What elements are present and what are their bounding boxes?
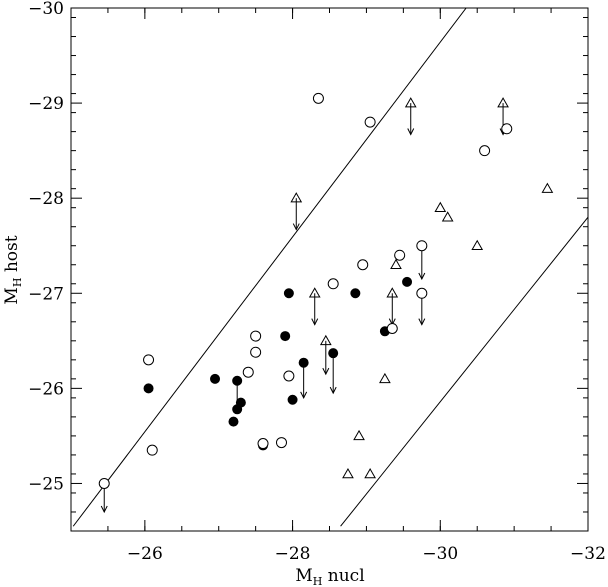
open-triangle-point bbox=[386, 287, 399, 298]
x-axis-title: MH nucl bbox=[295, 566, 364, 587]
open-circle-point bbox=[386, 322, 398, 334]
open-circle-point bbox=[479, 145, 491, 157]
y-tick-label: −30 bbox=[28, 0, 64, 19]
open-circle-point bbox=[357, 259, 369, 271]
filled-circle-point bbox=[350, 288, 361, 299]
y-tick-label: −28 bbox=[28, 189, 64, 209]
open-triangle-point bbox=[342, 467, 354, 479]
filled-circle-point bbox=[232, 404, 243, 415]
open-triangle-point bbox=[319, 334, 332, 346]
upper-limit-arrows bbox=[100, 103, 507, 514]
open-triangle-point bbox=[497, 97, 509, 108]
upper-limit-arrow bbox=[418, 245, 426, 281]
reference-line-2 bbox=[340, 216, 588, 527]
upper-limit-arrow bbox=[329, 353, 337, 395]
open-triangle-point bbox=[541, 182, 554, 193]
filled-circle-point bbox=[298, 357, 309, 368]
y-tick-label: −26 bbox=[28, 379, 64, 399]
open-circle-point bbox=[250, 346, 262, 358]
open-circle-point bbox=[416, 240, 428, 252]
filled-circle-point bbox=[232, 375, 243, 386]
open-circle-point bbox=[98, 477, 110, 489]
open-circle-point bbox=[327, 278, 339, 290]
arrow-head bbox=[407, 128, 415, 136]
open-circle-point bbox=[250, 330, 262, 342]
reference-line-1 bbox=[72, 8, 467, 527]
arrow-head bbox=[322, 367, 330, 376]
filled-circle-point bbox=[280, 331, 291, 342]
open-circle-point bbox=[242, 366, 254, 378]
upper-limit-arrow bbox=[407, 103, 415, 136]
open-circle-point bbox=[501, 123, 513, 135]
open-circle-point bbox=[416, 287, 428, 299]
y-axis-title: MH host bbox=[2, 235, 24, 304]
open-circle-point bbox=[283, 370, 295, 382]
upper-limit-arrow bbox=[388, 293, 396, 326]
open-circle-point bbox=[257, 438, 269, 450]
x-tick-label: −30 bbox=[422, 544, 458, 564]
open-triangle-point bbox=[441, 211, 454, 222]
filled-circle-point bbox=[328, 348, 339, 359]
filled-circle-point bbox=[287, 394, 298, 405]
open-circle-point bbox=[146, 444, 158, 456]
upper-limit-arrow bbox=[322, 340, 330, 376]
arrow-head bbox=[329, 386, 337, 395]
y-tick-label: −25 bbox=[28, 474, 64, 494]
plot-frame bbox=[70, 7, 589, 532]
filled-circle-point bbox=[402, 276, 413, 287]
y-tick-label: −27 bbox=[28, 284, 64, 304]
x-tick-label: −26 bbox=[127, 544, 163, 564]
open-triangle-point bbox=[379, 372, 391, 384]
upper-limit-arrow bbox=[292, 198, 300, 231]
open-triangle-point bbox=[434, 201, 447, 212]
open-triangle-point bbox=[404, 97, 417, 108]
open-circle-point bbox=[364, 116, 376, 128]
x-tick-label: −28 bbox=[275, 544, 311, 564]
open-triangle-point bbox=[471, 239, 484, 250]
filled-circle-point bbox=[210, 373, 221, 384]
filled-circle-point bbox=[143, 383, 154, 394]
arrow-head bbox=[300, 391, 308, 399]
arrow-head bbox=[100, 505, 108, 514]
open-circle-point bbox=[394, 249, 406, 261]
open-triangle-point bbox=[364, 467, 376, 479]
open-triangle-point bbox=[390, 258, 402, 269]
tick-labels: −26 −28 −30 −32 −25 −26 −27 −28 −29 −30 bbox=[28, 0, 606, 564]
upper-limit-arrow bbox=[300, 362, 308, 399]
arrow-head bbox=[418, 272, 426, 281]
open-triangle-point bbox=[353, 429, 365, 441]
arrow-head bbox=[418, 318, 426, 326]
data-markers bbox=[98, 92, 554, 489]
arrow-head bbox=[292, 223, 300, 231]
open-circle-point bbox=[143, 354, 155, 366]
filled-circle-point bbox=[283, 288, 294, 299]
reference-lines bbox=[72, 8, 588, 527]
open-circle-point bbox=[275, 437, 287, 449]
arrow-head bbox=[311, 318, 319, 326]
upper-limit-arrow bbox=[311, 293, 319, 326]
y-tick-label: −29 bbox=[28, 94, 64, 114]
x-tick-label: −32 bbox=[570, 544, 606, 564]
open-triangle-point bbox=[290, 192, 303, 203]
filled-circle-point bbox=[228, 416, 239, 427]
open-circle-point bbox=[312, 92, 324, 104]
open-triangle-point bbox=[308, 287, 321, 298]
